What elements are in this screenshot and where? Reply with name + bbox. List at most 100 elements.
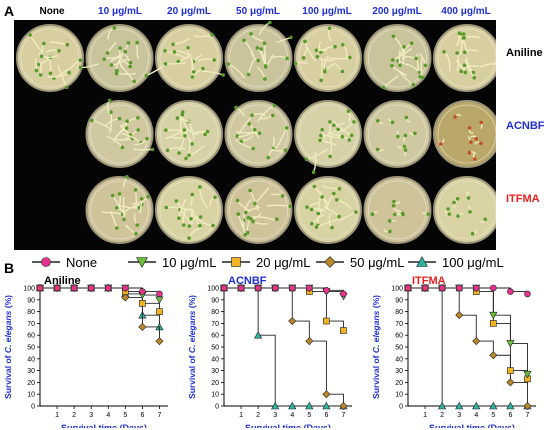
y-tick-label: 90 (395, 297, 403, 304)
series-line-20-g-ml (408, 287, 528, 379)
y-tick-label: 20 (27, 380, 35, 387)
data-point-50-g-ml-day-3 (455, 311, 464, 320)
legend-marker-10-g-ml (136, 257, 148, 269)
concentration-label-10: 10 μg/mL (98, 6, 142, 17)
legend-marker-100-g-ml (416, 255, 428, 267)
series-line-none (408, 287, 528, 294)
x-tick-label: 1 (239, 412, 243, 419)
data-point-none-day-5 (306, 284, 313, 292)
x-tick-label: 7 (342, 412, 346, 419)
y-tick-label: 90 (211, 297, 219, 304)
series-10-g-ml (403, 284, 532, 379)
concentration-label-200: 200 μg/mL (372, 6, 422, 17)
series-line-100-g-ml (408, 287, 528, 407)
x-axis-label: Survival time (Days) (61, 423, 147, 428)
y-tick-label: 10 (395, 392, 403, 399)
x-tick-label: 3 (273, 412, 277, 419)
data-point-100-g-ml-day-3 (271, 401, 280, 410)
x-tick-label: 3 (457, 412, 461, 419)
data-point-none-day-1 (421, 284, 429, 292)
data-point-20-g-ml-day-7 (340, 327, 347, 334)
y-tick-label: 70 (395, 321, 403, 328)
data-point-none-day-7 (340, 290, 347, 298)
series-100-g-ml (219, 283, 348, 410)
x-axis-label: Survival time (Days) (429, 423, 515, 428)
series-line-10-g-ml (408, 287, 528, 375)
legend-label-none: None (66, 255, 97, 270)
data-point-none-day-2 (438, 284, 446, 292)
petri-dish-r3-c2 (85, 175, 154, 244)
data-point-100-g-ml-day-2 (438, 401, 447, 410)
data-point-none-day-4 (472, 284, 480, 292)
series-line-50-g-ml (224, 287, 344, 406)
data-point-100-g-ml-day-2 (254, 330, 263, 339)
data-point-50-g-ml-day-7 (339, 401, 348, 411)
y-tick-label: 40 (211, 356, 219, 363)
concentration-label-100: 100 μg/mL (302, 6, 352, 17)
y-tick-label: 30 (395, 368, 403, 375)
petri-dish-r2-c3 (155, 100, 223, 168)
data-point-50-g-ml-day-7 (155, 337, 164, 346)
data-point-100-g-ml-day-4 (472, 401, 481, 410)
data-point-100-g-ml-day-5 (489, 401, 498, 410)
y-tick-label: 20 (395, 380, 403, 387)
y-axis-label: Survival of C. elegans (%) (187, 295, 197, 399)
y-tick-label: 70 (211, 321, 219, 328)
panel-a-letter: A (4, 3, 15, 19)
petri-dish-r2-c7 (433, 100, 501, 168)
data-point-none-day-4 (288, 284, 296, 292)
x-tick-label: 1 (55, 412, 59, 419)
legend-label-50-g-ml: 50 μg/mL (350, 255, 404, 270)
y-tick-label: 0 (215, 404, 219, 411)
data-point-100-g-ml-day-3 (455, 401, 464, 410)
petri-dish-r1-c7 (433, 24, 506, 92)
data-point-none-day-6 (507, 288, 514, 295)
data-point-none-day-6 (139, 288, 146, 295)
x-axis-label: Survival time (Days) (245, 423, 331, 428)
concentration-label-50: 50 μg/mL (236, 6, 280, 17)
data-point-50-g-ml-day-6 (322, 390, 331, 399)
data-point-none-day-4 (104, 284, 112, 292)
petri-dish-r1-c1 (16, 24, 84, 92)
data-point-20-g-ml-day-6 (323, 317, 330, 325)
y-tick-label: 80 (395, 309, 403, 316)
data-point-50-g-ml-day-6 (506, 378, 515, 387)
chart-title: ACNBF (228, 275, 267, 287)
data-point-none-day-7 (156, 290, 163, 298)
x-tick-label: 6 (508, 412, 512, 419)
data-point-none-day-7 (524, 290, 531, 298)
row-label-acnbf: ACNBF (506, 120, 545, 132)
data-point-100-g-ml-day-6 (322, 401, 331, 410)
legend-label-10-g-ml: 10 μg/mL (162, 255, 216, 270)
x-tick-label: 7 (158, 412, 162, 419)
data-point-10-g-ml-day-5 (489, 311, 498, 320)
y-tick-label: 0 (31, 404, 35, 411)
legend-label-100-g-ml: 100 μg/mL (442, 255, 504, 270)
chart-legend: None 10 μg/mL 20 μg/mL 50 μg/mL 100 μg/mL (32, 255, 504, 270)
petri-dish-r2-c5 (294, 100, 362, 174)
data-point-50-g-ml-day-4 (288, 317, 297, 326)
series-50-g-ml (219, 283, 348, 411)
petri-dish-r1-c3 (144, 24, 225, 92)
series-20-g-ml (404, 284, 531, 383)
panel-b-letter: B (4, 260, 15, 276)
y-tick-label: 80 (27, 309, 35, 316)
data-point-none-day-2 (254, 284, 262, 292)
series-line-none (224, 287, 344, 294)
y-tick-label: 100 (391, 286, 403, 293)
data-point-50-g-ml-day-4 (472, 337, 481, 346)
petri-dish-r2-c6 (363, 100, 432, 168)
row-label-aniline: Aniline (506, 47, 543, 59)
series-100-g-ml (403, 283, 532, 410)
panel-a: A None 10 μg/mL 20 μg/mL 50 μg/mL 100 μg… (4, 3, 545, 250)
data-point-100-g-ml-day-4 (288, 401, 297, 410)
y-tick-label: 60 (211, 333, 219, 340)
x-tick-label: 5 (123, 412, 127, 419)
legend-item-none: None (32, 255, 97, 270)
data-point-none-day-2 (70, 284, 78, 292)
survival-chart-acnbf: ACNBF 0 10 20 30 40 50 60 70 80 90 100 1 2 3 4 5 6 7 Surviv… (187, 275, 352, 428)
x-tick-label: 2 (256, 412, 260, 419)
data-point-50-g-ml-day-7 (523, 401, 532, 411)
series-line-none (40, 287, 160, 294)
series-line-100-g-ml (224, 287, 344, 407)
